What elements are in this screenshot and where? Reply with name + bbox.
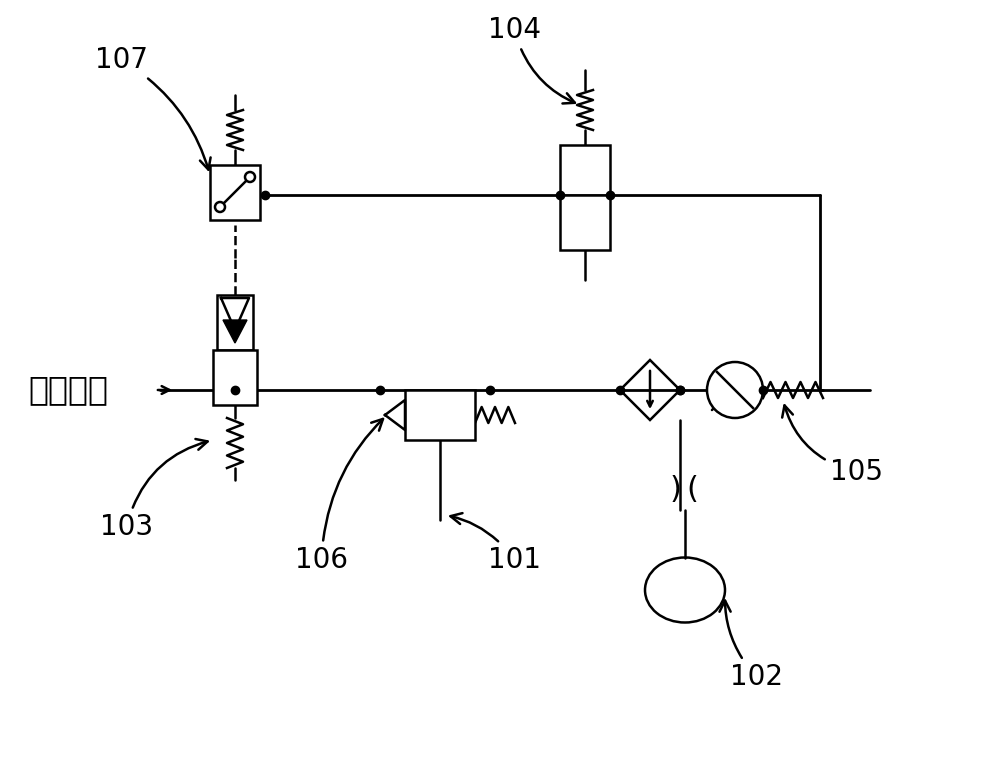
Bar xyxy=(210,165,260,220)
Polygon shape xyxy=(223,320,247,343)
Bar xyxy=(217,295,253,350)
Text: (: ( xyxy=(686,475,698,505)
Bar xyxy=(405,390,475,440)
Text: 107: 107 xyxy=(95,46,211,170)
Polygon shape xyxy=(221,298,249,330)
Text: 通气方向: 通气方向 xyxy=(28,373,108,406)
Text: 106: 106 xyxy=(295,419,383,574)
Text: 101: 101 xyxy=(450,513,541,574)
Text: 102: 102 xyxy=(720,601,783,691)
Bar xyxy=(560,145,610,195)
Circle shape xyxy=(215,202,225,212)
Text: ): ) xyxy=(669,475,681,505)
Bar xyxy=(560,195,610,250)
Bar xyxy=(213,350,257,405)
Circle shape xyxy=(707,362,763,418)
Text: 103: 103 xyxy=(100,439,208,541)
Polygon shape xyxy=(385,400,405,430)
Text: 105: 105 xyxy=(782,406,883,486)
Text: 104: 104 xyxy=(488,16,575,104)
Circle shape xyxy=(245,172,255,182)
